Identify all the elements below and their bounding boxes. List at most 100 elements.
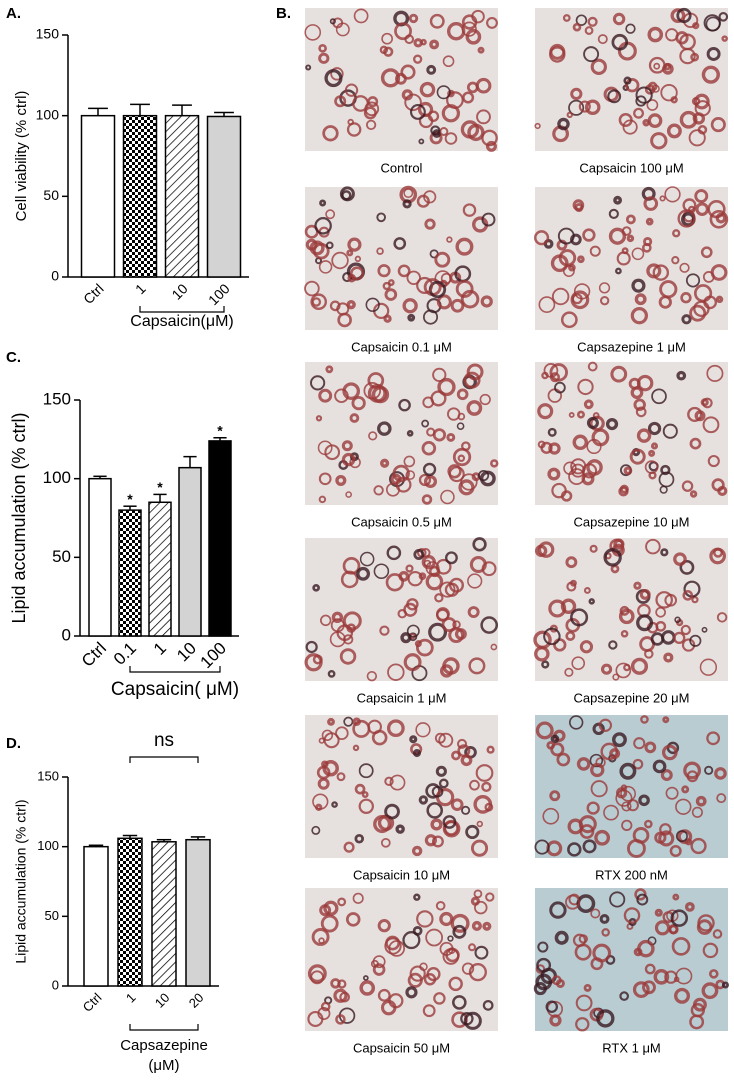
cell	[682, 590, 694, 601]
cell	[664, 186, 681, 203]
cell	[406, 624, 420, 638]
cell	[337, 897, 347, 907]
cell	[352, 892, 364, 904]
cell	[371, 385, 390, 404]
cell	[414, 640, 422, 648]
cell	[402, 298, 418, 314]
cell	[661, 744, 678, 761]
cell	[543, 627, 561, 646]
y-tick-label: 150	[43, 389, 71, 408]
cell	[393, 237, 407, 250]
cell	[548, 442, 561, 455]
cell	[654, 831, 667, 844]
cell	[474, 900, 488, 915]
cell	[311, 297, 322, 307]
cell	[409, 735, 418, 744]
cell	[461, 962, 475, 975]
cell	[586, 459, 603, 476]
cell	[618, 608, 635, 625]
cell	[681, 314, 692, 325]
cell	[346, 299, 356, 310]
cell	[672, 229, 681, 238]
cell	[684, 901, 695, 912]
y-axis-label: Lipid accumulation (% ctrl)	[13, 799, 29, 963]
x-tick-label: 20	[186, 990, 207, 1011]
cell	[380, 68, 401, 88]
cell	[586, 801, 600, 815]
cell	[632, 981, 650, 998]
cell	[471, 920, 482, 931]
cell	[423, 973, 437, 986]
cell	[652, 759, 667, 774]
x-tick-label: 0.1	[110, 639, 140, 669]
cell	[425, 572, 444, 591]
cell	[412, 926, 423, 936]
ns-bracket	[129, 756, 199, 763]
cell	[570, 233, 582, 246]
cell	[331, 251, 349, 270]
cell	[700, 246, 713, 259]
cell	[534, 230, 550, 246]
cell	[619, 762, 637, 780]
cell	[319, 614, 332, 627]
cell	[702, 416, 720, 434]
cell	[335, 474, 347, 487]
cell	[629, 448, 646, 465]
cell	[359, 551, 375, 567]
cell	[386, 545, 402, 561]
cell	[404, 93, 422, 112]
cell	[651, 84, 660, 93]
cell	[421, 419, 430, 428]
cell	[598, 718, 613, 732]
cell	[365, 119, 377, 130]
cell	[619, 991, 630, 1001]
cell	[570, 463, 586, 478]
cell	[621, 819, 633, 831]
cell	[354, 783, 366, 795]
cell	[651, 388, 667, 405]
bar	[122, 114, 158, 278]
cell	[551, 287, 570, 306]
cell	[579, 640, 594, 654]
cell	[582, 228, 596, 242]
cell	[407, 570, 423, 587]
cell	[424, 218, 436, 230]
cell	[325, 365, 334, 374]
cell	[679, 560, 695, 575]
group-bracket	[139, 306, 225, 313]
cell	[659, 195, 666, 202]
cell	[700, 398, 709, 407]
cell	[482, 999, 494, 1011]
cell	[557, 227, 575, 245]
cell	[557, 117, 570, 131]
cell	[587, 361, 598, 372]
cell	[400, 64, 416, 80]
cell	[633, 107, 644, 119]
cell	[588, 598, 595, 605]
cell	[659, 485, 668, 494]
cell	[434, 593, 444, 603]
cell	[354, 833, 365, 844]
cell	[389, 774, 406, 791]
cell	[347, 237, 362, 252]
cell	[589, 245, 601, 257]
cell	[462, 203, 477, 217]
cell	[429, 13, 445, 29]
cell	[687, 406, 703, 423]
cell	[359, 980, 376, 996]
panel-label: C.	[6, 349, 21, 366]
cell	[373, 485, 384, 496]
cell	[379, 45, 389, 55]
cell	[465, 28, 482, 45]
cell	[435, 900, 446, 911]
cell	[436, 608, 450, 622]
cell	[467, 573, 483, 589]
cell	[713, 547, 724, 558]
cell	[612, 732, 627, 748]
micrograph-caption: Capsaicin 10 μM	[353, 867, 450, 882]
cell	[644, 84, 656, 95]
cell	[590, 957, 604, 971]
cell	[618, 486, 629, 497]
y-tick-label: 100	[36, 106, 60, 122]
